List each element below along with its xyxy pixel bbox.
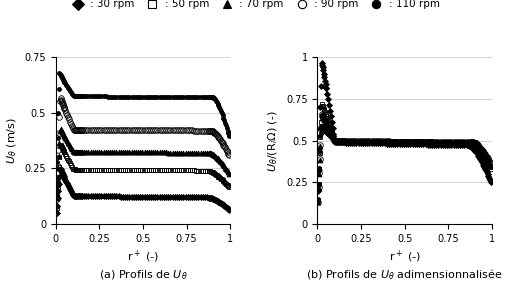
Y-axis label: $U_\theta$/(R$_i\Omega$) (-): $U_\theta$/(R$_i\Omega$) (-) [267,110,280,172]
Legend: : 30 rpm, : 50 rpm, : 70 rpm, : 90 rpm, : 110 rpm: : 30 rpm, : 50 rpm, : 70 rpm, : 90 rpm, … [67,0,440,9]
Title: (b) Profils de $U_\theta$ adimensionnalisée: (b) Profils de $U_\theta$ adimensionnali… [306,267,503,282]
Y-axis label: $U_\theta$ (m/s): $U_\theta$ (m/s) [5,117,19,164]
Title: (a) Profils de $U_\theta$: (a) Profils de $U_\theta$ [98,268,188,282]
X-axis label: r$^+$ (-): r$^+$ (-) [127,249,159,265]
X-axis label: r$^+$ (-): r$^+$ (-) [389,249,420,265]
